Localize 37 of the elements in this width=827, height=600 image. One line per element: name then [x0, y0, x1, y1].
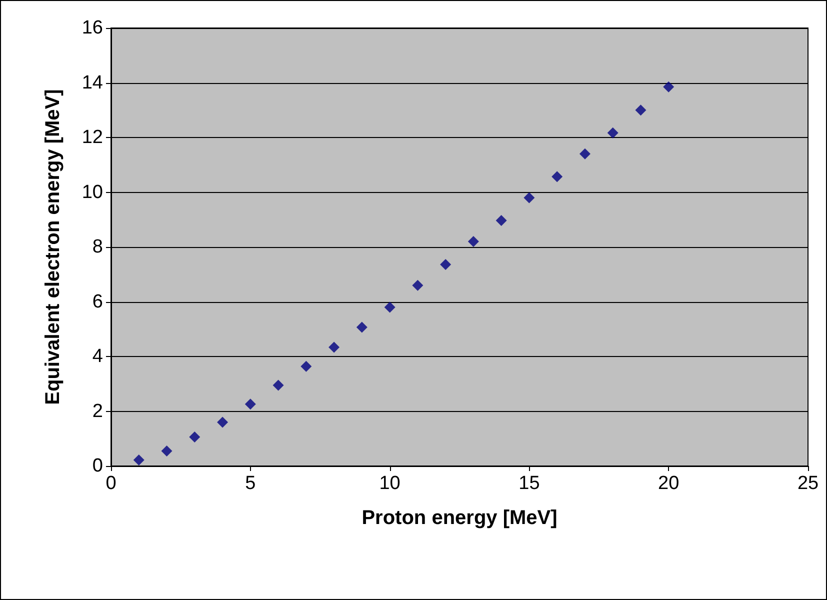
x-tick-label: 0: [106, 473, 116, 494]
x-axis-title: Proton energy [MeV]: [362, 507, 558, 529]
point: [412, 280, 424, 291]
point: [663, 81, 674, 92]
point: [328, 342, 340, 353]
point: [244, 398, 256, 410]
x-tick-label: 15: [518, 473, 540, 494]
point: [440, 259, 452, 270]
y-tick-label: 4: [92, 346, 104, 367]
point: [356, 322, 368, 333]
point: [468, 236, 479, 248]
point: [635, 104, 646, 116]
x-tick-label: 5: [245, 473, 256, 494]
x-tick-label: 20: [658, 473, 680, 494]
y-tick-label: 12: [82, 127, 103, 148]
x-tick-label: 25: [797, 473, 819, 494]
point: [272, 380, 284, 391]
y-axis-title: Equivalent electron energy [MeV]: [42, 89, 64, 405]
y-tick-label: 6: [92, 291, 103, 312]
point: [189, 431, 200, 442]
point: [161, 445, 172, 456]
y-tick-label: 16: [82, 18, 103, 38]
point: [607, 127, 618, 138]
point: [552, 171, 563, 182]
point: [133, 454, 144, 466]
x-tick-label: 10: [379, 473, 400, 494]
y-tick-label: 2: [92, 400, 103, 422]
point: [579, 148, 590, 160]
y-tick-label: 10: [82, 182, 103, 203]
point: [384, 302, 396, 313]
y-tick-label: 14: [82, 72, 104, 94]
y-tick-label: 0: [92, 456, 103, 476]
y-tick-label: 8: [92, 236, 103, 258]
point: [496, 214, 507, 226]
point: [524, 192, 535, 204]
point: [217, 416, 228, 428]
point: [300, 360, 312, 372]
